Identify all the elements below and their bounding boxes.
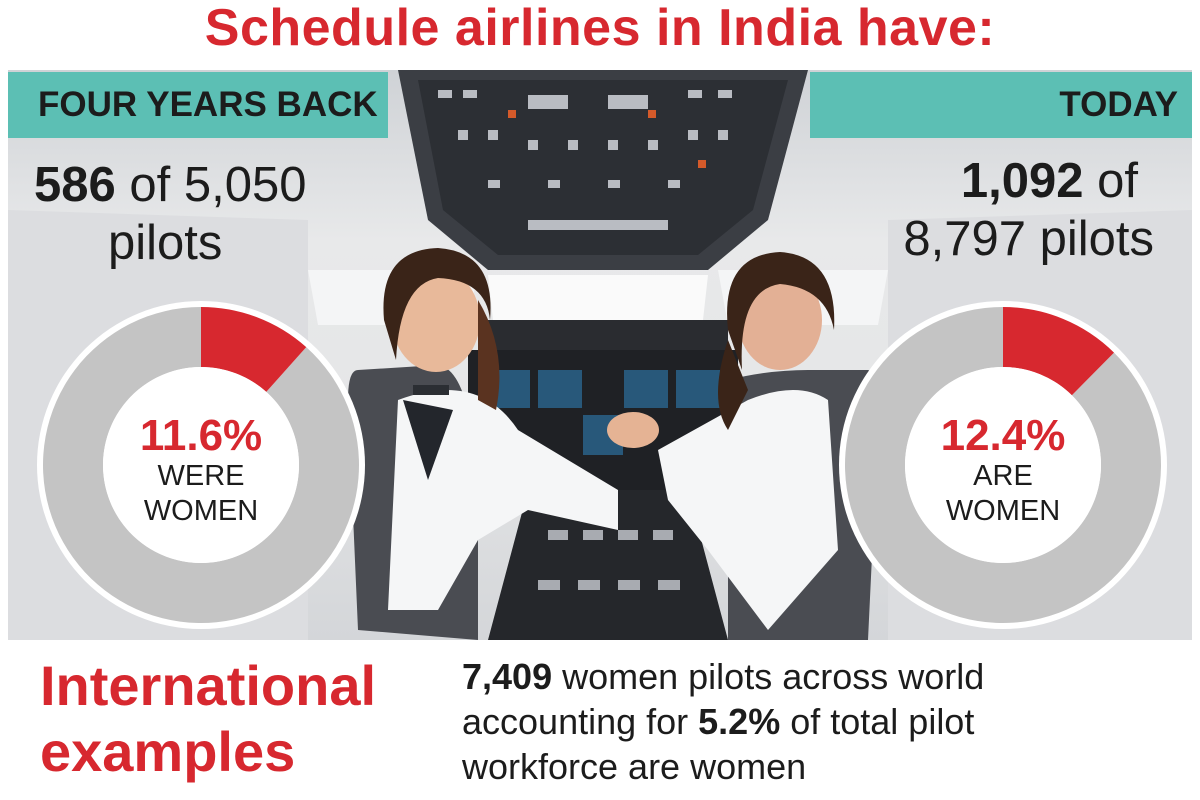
donut-label-line1: ARE: [973, 460, 1033, 492]
headline: Schedule airlines in India have:: [204, 0, 996, 57]
banner-four-years-back: FOUR YEARS BACK: [8, 72, 388, 138]
donut-chart-four-years-back: 11.6% WERE WOMEN: [37, 301, 365, 629]
stat-text: women pilots across world: [552, 656, 985, 697]
stat-women-pilots-count: 7,409: [462, 656, 553, 697]
count-bold: 1,092: [960, 154, 1084, 208]
count-rest: of: [1083, 154, 1138, 208]
donut-women-slice: [1003, 307, 1115, 396]
pilot-count-four-years-back: 586 of 5,050 pilots: [34, 156, 354, 272]
count-line2: pilots: [108, 216, 223, 270]
donut-label-line1: WERE: [158, 460, 245, 492]
count-line2: 8,797 pilots: [903, 212, 1154, 266]
donut-percent-label: 11.6%: [140, 411, 262, 460]
count-rest: of 5,050: [115, 158, 307, 212]
count-bold: 586: [34, 158, 116, 212]
banner-today: TODAY: [810, 72, 1192, 138]
title-line2: examples: [40, 720, 296, 783]
donut-rest-slice: [43, 307, 360, 623]
title-line1: International: [40, 654, 377, 717]
donut-rest-slice: [845, 307, 1161, 623]
stat-text: of total pilot: [780, 701, 975, 742]
stat-text: accounting for: [462, 701, 699, 742]
international-examples-title: International examples: [40, 653, 440, 785]
donut-hole: [103, 367, 299, 563]
donut-hole: [905, 367, 1101, 563]
international-examples-text: 7,409 women pilots across world accounti…: [462, 654, 1182, 789]
donut-label-line2: WOMEN: [946, 495, 1060, 527]
pilot-count-today: 1,092 of 8,797 pilots: [834, 152, 1154, 268]
stat-women-share: 5.2%: [698, 701, 781, 742]
donut-chart-today: 12.4% ARE WOMEN: [839, 301, 1167, 629]
donut-label-line2: WOMEN: [144, 495, 258, 527]
donut-women-slice: [201, 307, 307, 392]
donut-percent-label: 12.4%: [941, 411, 1066, 460]
banner-label: FOUR YEARS BACK: [38, 85, 378, 124]
banner-label: TODAY: [1059, 85, 1178, 124]
stat-text: workforce are women: [462, 746, 807, 787]
